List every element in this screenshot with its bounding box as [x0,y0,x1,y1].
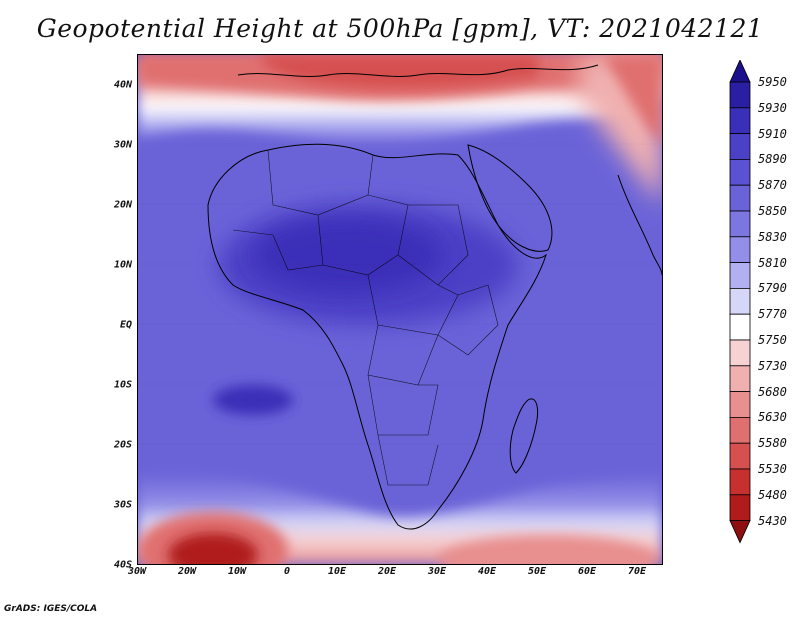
lon-tick-label: 30E [427,566,447,577]
lat-tick-label: 30N [113,139,132,151]
lat-tick-label: 10N [113,259,132,271]
colorbar-level-label: 5830 [758,229,787,244]
lat-tick-label: 40S [113,559,132,571]
colorbar-level-label: 5870 [758,178,787,193]
lon-tick-label: 40E [477,566,497,577]
lat-tick-label: 20N [113,199,132,211]
lon-tick-label: 20W [177,566,197,577]
colorbar-swatch [729,236,751,264]
lon-tick-label: 50E [527,566,547,577]
colorbar-max-triangle [729,60,751,83]
colorbar-swatch [729,494,751,521]
colorbar-level-label: 5680 [758,384,787,399]
colorbar [729,60,751,544]
central-africa-high-core [253,217,443,293]
colorbar-level-label: 5750 [758,333,787,347]
colorbar-level-label: 5850 [758,204,787,218]
colorbar-min-triangle [729,520,751,544]
southeast-low [438,535,658,564]
colorbar-level-label: 5480 [758,487,787,502]
colorbar-swatch [729,468,751,496]
lat-tick-label: 40N [113,79,132,91]
colorbar-swatch [729,339,751,367]
colorbar-level-label: 5810 [758,255,787,270]
colorbar-level-label: 5580 [758,436,787,451]
colorbar-swatch [729,287,751,315]
colorbar-swatch [729,442,751,470]
lat-tick-label: EQ [119,319,132,331]
colorbar-swatch [729,107,751,134]
colorbar-swatch [729,81,751,109]
colorbar-swatch [729,416,751,444]
lon-tick-label: 0 [283,566,291,577]
colorbar-level-label: 5950 [758,75,787,89]
colorbar-level-label: 5730 [758,358,787,373]
northeast-trough-core [608,55,662,145]
lon-tick-label: 20E [377,566,397,577]
colorbar-swatch [729,210,751,238]
lon-tick-label: 60E [577,566,597,577]
lon-tick-label: 10W [227,566,247,577]
graticule [138,143,662,505]
colorbar-level-label: 5910 [758,126,787,141]
colorbar-level-label: 5430 [758,513,787,528]
colorbar-swatch [729,391,751,418]
country-borders [232,149,499,486]
lon-tick-label: 70E [627,566,647,577]
lat-tick-label: 10S [113,379,132,391]
colorbar-level-label: 5770 [758,307,787,322]
colorbar-swatch [729,313,751,341]
chart-title: Geopotential Height at 500hPa [gpm], VT:… [36,14,764,43]
colorbar-swatch [729,365,751,392]
geopotential-map [138,55,662,564]
colorbar-level-label: 5630 [758,410,787,425]
lat-tick-label: 20S [113,439,132,451]
coastlines [207,64,662,530]
atlantic-high-cell [213,385,293,415]
southwest-low-core [168,533,258,564]
colorbar-level-label: 5530 [758,462,787,476]
lon-tick-label: 10E [327,566,347,577]
colorbar-swatch [729,133,751,160]
colorbar-swatch [729,184,751,212]
colorbar-level-label: 5890 [758,152,787,167]
colorbar-level-label: 5790 [758,281,787,296]
lat-tick-label: 30S [113,499,132,511]
lon-tick-label: 30W [127,566,147,577]
mediterranean-low [258,55,538,88]
colorbar-swatch [729,262,751,289]
colorbar-swatch [729,159,751,186]
colorbar-level-label: 5930 [758,100,787,115]
map-panel [137,54,663,565]
grads-credit: GrADS: IGES/COLA [4,604,98,614]
